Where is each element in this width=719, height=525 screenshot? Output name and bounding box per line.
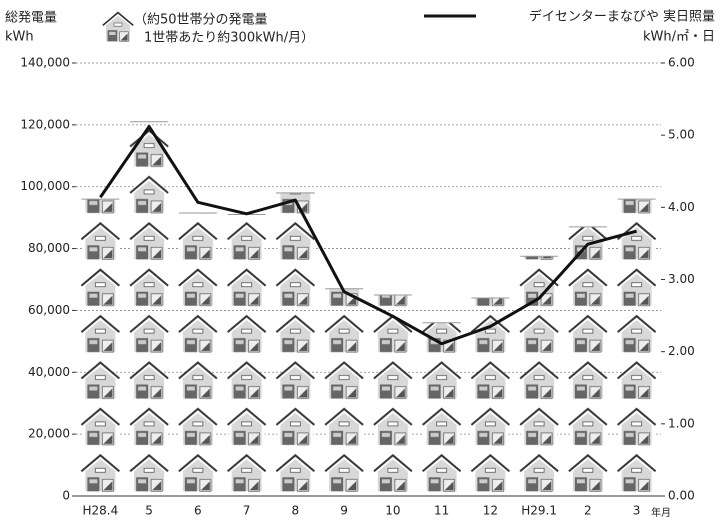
icon-bar xyxy=(617,199,657,496)
x-unit: 年月 xyxy=(651,506,671,519)
chart: 総発電量 kWh （約50世帯分の発電量 1世帯あたり約300kWh/月） デイ… xyxy=(0,0,719,525)
y-tick-label: 80,000 xyxy=(28,241,70,255)
icon-bar xyxy=(568,227,608,496)
legend-text: 1世帯あたり約300kWh/月） xyxy=(144,31,314,46)
legend-text: デイセンターまなびや 実日照量 xyxy=(529,9,715,25)
y2-unit: kWh/㎡・日 xyxy=(643,30,715,45)
icon-bar xyxy=(178,213,218,496)
y2-tick-label: 1.00 xyxy=(668,416,695,430)
y2-tick-label: 3.00 xyxy=(668,272,695,286)
icon-bar xyxy=(519,256,559,496)
y-tick-label: 60,000 xyxy=(28,303,70,317)
y-unit: kWh xyxy=(5,30,34,45)
icon-bar xyxy=(80,199,120,496)
icon-bar xyxy=(422,323,462,496)
x-tick-label: 10 xyxy=(385,504,400,518)
icon-bar xyxy=(275,193,315,496)
y2-tick-label: 6.00 xyxy=(668,56,695,70)
y2-tick-label: 2.00 xyxy=(668,344,695,358)
x-tick-label: 3 xyxy=(633,504,641,518)
y2-tick-label: 0.00 xyxy=(668,489,695,503)
icon-bar xyxy=(129,122,169,496)
y-tick-label: 40,000 xyxy=(28,365,70,379)
x-tick-label: H28.4 xyxy=(83,504,119,518)
x-tick-label: 6 xyxy=(194,504,202,518)
x-tick-label: 12 xyxy=(483,504,498,518)
y-tick-label: 100,000 xyxy=(20,179,70,193)
x-tick-label: 2 xyxy=(584,504,592,518)
y-tick-label: 0 xyxy=(62,489,70,503)
x-tick-label: 7 xyxy=(243,504,251,518)
y-label: 総発電量 xyxy=(5,11,57,26)
y2-tick-label: 5.00 xyxy=(668,128,695,142)
x-tick-label: 11 xyxy=(434,504,449,518)
x-tick-label: H29.1 xyxy=(521,504,557,518)
x-tick-label: 5 xyxy=(145,504,153,518)
icon-bar xyxy=(324,289,364,496)
icon-bar xyxy=(227,215,267,496)
x-tick-label: 8 xyxy=(292,504,300,518)
y-tick-label: 140,000 xyxy=(20,56,70,70)
y2-tick-label: 4.00 xyxy=(668,200,695,214)
y-tick-label: 120,000 xyxy=(20,117,70,131)
x-tick-label: 9 xyxy=(340,504,348,518)
legend-text: （約50世帯分の発電量 xyxy=(134,13,268,28)
legend-icon xyxy=(103,13,133,42)
y-tick-label: 20,000 xyxy=(28,427,70,441)
